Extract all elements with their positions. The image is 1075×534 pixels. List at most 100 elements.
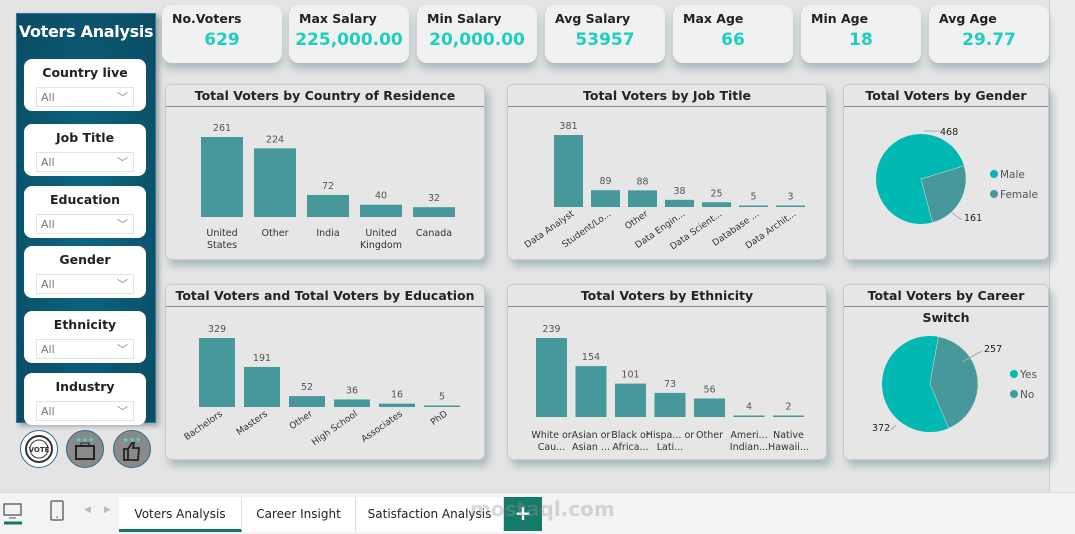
slicer-dropdown[interactable]: All ﹀ [36, 87, 134, 107]
legend-label: No [1020, 389, 1034, 401]
bar [360, 204, 402, 217]
slicer-dropdown[interactable]: All ﹀ [36, 152, 134, 172]
tab-satisfaction-analysis[interactable]: Satisfaction Analysis [356, 497, 504, 532]
bar [591, 190, 620, 207]
chevron-down-icon: ﹀ [117, 405, 128, 418]
kpi-title: Max Salary [299, 11, 377, 26]
bar [694, 398, 725, 417]
chart-svg: 372 257 Yes No [872, 336, 1037, 434]
data-label: 224 [266, 134, 284, 145]
bar [615, 383, 646, 417]
thumbs-up-icon[interactable]: ★★★ [113, 430, 151, 468]
axis-tick-label: Ameri... Indian... [730, 430, 768, 453]
bar [289, 396, 325, 407]
chart-card: Total Voters by Ethnicity 239 White or Cau.… [507, 284, 827, 460]
data-label: 4 [746, 402, 752, 413]
bar [776, 205, 805, 207]
svg-text:★★★: ★★★ [123, 436, 142, 444]
data-label: 154 [582, 352, 600, 363]
slicer-card: Industry All ﹀ [24, 373, 146, 425]
kpi-title: Avg Salary [555, 11, 631, 26]
chart-svg: 329 Bachelors 191 Masters 52 Other 36 High Scho… [183, 324, 460, 448]
bar [424, 405, 460, 407]
filter-sidebar: Voters Analysis Country live All ﹀ Job Ti… [16, 13, 156, 468]
axis-tick-label: Asian or Asian ... [572, 430, 611, 453]
next-page-icon[interactable]: ▶ [104, 505, 111, 515]
slicer-card: Country live All ﹀ [24, 59, 146, 111]
prev-page-icon[interactable]: ◀ [84, 505, 91, 515]
slicer-card: Ethnicity All ﹀ [24, 311, 146, 363]
kpi-title: Avg Age [939, 11, 997, 26]
bar [334, 399, 370, 407]
slicer-dropdown[interactable]: All ﹀ [36, 214, 134, 234]
axis-tick-label: United States [206, 228, 237, 251]
vote-badge-icon[interactable]: VOTE [20, 430, 58, 468]
data-label: 32 [428, 193, 440, 204]
chart-title: Total Voters by Country of Residence [166, 85, 484, 107]
axis-tick-label: India [316, 228, 339, 239]
tab-career-insight[interactable]: Career Insight [242, 497, 356, 532]
bar [307, 194, 349, 217]
data-label: 25 [710, 188, 722, 199]
data-label: 329 [208, 324, 226, 335]
bar [379, 403, 415, 407]
kpi-value: 629 [204, 30, 240, 50]
chart-card: Total Voters by Gender 468 161 Male Female [843, 84, 1049, 260]
legend-marker [1010, 390, 1018, 398]
slicer-value: All [41, 91, 55, 104]
chart-card: Total Voters by Career Switch 372 257 Yes No [843, 284, 1049, 460]
desktop-view-icon[interactable] [3, 501, 23, 529]
data-label: 72 [322, 181, 334, 192]
slicer-label: Gender [59, 252, 111, 267]
bar [413, 207, 455, 217]
slicer-value: All [41, 343, 55, 356]
slicer-dropdown[interactable]: All ﹀ [36, 339, 134, 359]
sidebar-title: Voters Analysis [18, 22, 154, 41]
axis-tick-label: Masters [235, 409, 270, 438]
slicer-dropdown[interactable]: All ﹀ [36, 401, 134, 421]
kpi-card: Max Salary 225,000.00 [289, 5, 409, 63]
canvas-margin [1049, 0, 1075, 492]
chart-card: Total Voters by Job Title 381 Data Analyst… [507, 84, 827, 260]
legend-label: Female [1000, 189, 1038, 201]
slicer-label: Education [50, 192, 120, 207]
chart-title: Total Voters by Job Title [508, 85, 826, 107]
kpi-value: 20,000.00 [429, 30, 525, 50]
axis-tick-label: Other [696, 430, 723, 441]
kpi-value: 18 [849, 30, 873, 50]
data-label: 16 [391, 390, 403, 401]
legend-label: Yes [1019, 369, 1037, 381]
slicer-label: Industry [55, 379, 115, 394]
briefcase-icon[interactable]: ★★★ [66, 430, 104, 468]
kpi-title: Min Age [811, 11, 869, 26]
axis-tick-label: Hispa... or Lati... [646, 430, 694, 453]
mobile-view-icon[interactable] [50, 500, 64, 526]
kpi-card: Max Age 66 [673, 5, 793, 63]
data-label: 38 [673, 186, 685, 197]
chart-title: Total Voters by Gender [844, 85, 1048, 107]
legend-label: Male [1000, 169, 1025, 181]
kpi-value: 66 [721, 30, 745, 50]
add-page-button[interactable]: + [504, 497, 542, 531]
chart-svg: 468 161 Male Female [876, 127, 1038, 224]
page-tabs-bar: ◀ ▶ Voters Analysis Career Insight Satis… [0, 492, 1075, 534]
kpi-value: 53957 [575, 30, 635, 50]
bar [254, 148, 296, 217]
slicer-value: All [41, 218, 55, 231]
slicer-dropdown[interactable]: All ﹀ [36, 274, 134, 294]
slicer-label: Job Title [55, 130, 115, 145]
data-label: 5 [439, 392, 445, 403]
kpi-value: 29.77 [962, 30, 1016, 50]
slicer-card: Job Title All ﹀ [24, 124, 146, 176]
bar [536, 338, 567, 417]
kpi-card: Min Age 18 [801, 5, 921, 63]
chart-svg: 239 White or Cau... 154 Asian or Asian ... 101… [531, 324, 809, 453]
data-label: 161 [964, 213, 982, 224]
data-label: 56 [703, 384, 715, 395]
axis-tick-label: PhD [429, 409, 450, 428]
tab-voters-analysis[interactable]: Voters Analysis [119, 497, 242, 532]
chart-card: Total Voters and Total Voters by Educati… [165, 284, 485, 460]
chevron-down-icon: ﹀ [117, 156, 128, 169]
bar [702, 202, 731, 207]
data-label: 468 [940, 127, 958, 138]
